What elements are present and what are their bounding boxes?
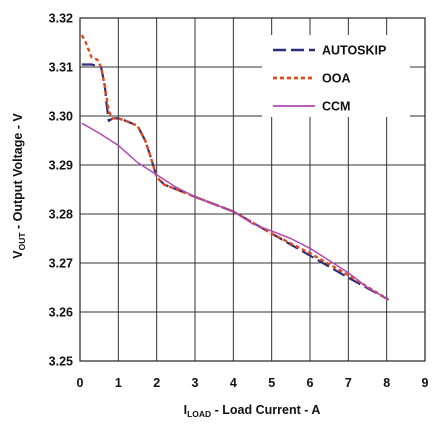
y-axis-title: VOUT - Output Voltage - V [11, 113, 27, 259]
y-tick-labels: 3.25 3.26 3.27 3.28 3.29 3.30 3.31 3.32 [49, 12, 73, 369]
x-tick-label: 5 [268, 376, 275, 390]
x-axis-title: ILOAD - Load Current - A [184, 403, 321, 419]
x-tick-label: 7 [345, 376, 352, 390]
x-tick-label: 6 [307, 376, 314, 390]
y-axis-title-rest: - Output Voltage - V [11, 113, 25, 233]
x-axis-title-main: I [184, 403, 187, 417]
y-tick-label: 3.25 [49, 355, 73, 369]
x-tick-label: 0 [77, 376, 84, 390]
legend: AUTOSKIP OOA CCM [262, 35, 410, 117]
legend-label-ooa: OOA [322, 72, 350, 86]
plot-frame [79, 17, 426, 362]
legend-label-autoskip: AUTOSKIP [322, 44, 386, 58]
x-tick-labels: 0 1 2 3 4 5 6 7 8 9 [77, 376, 429, 390]
y-tick-label: 3.32 [49, 12, 73, 26]
y-tick-label: 3.29 [49, 159, 73, 173]
y-tick-label: 3.26 [49, 306, 73, 320]
legend-label-ccm: CCM [322, 100, 350, 114]
x-tick-label: 4 [230, 376, 237, 390]
x-tick-label: 8 [383, 376, 390, 390]
x-tick-label: 2 [153, 376, 160, 390]
series-line-ccm [81, 122, 389, 301]
y-axis-title-main: V [11, 250, 25, 259]
legend-box [262, 35, 410, 117]
y-tick-label: 3.27 [49, 257, 73, 271]
x-tick-label: 1 [115, 376, 122, 390]
x-tick-label: 9 [422, 376, 429, 390]
x-axis-title-rest: - Load Current - A [211, 403, 320, 417]
y-tick-label: 3.28 [49, 208, 73, 222]
y-tick-label: 3.30 [49, 110, 73, 124]
x-axis-title-sub: LOAD [187, 409, 211, 419]
y-tick-label: 3.31 [49, 61, 73, 75]
x-tick-label: 3 [192, 376, 199, 390]
series-layer [80, 34, 390, 301]
y-axis-title-sub: OUT [17, 232, 27, 251]
